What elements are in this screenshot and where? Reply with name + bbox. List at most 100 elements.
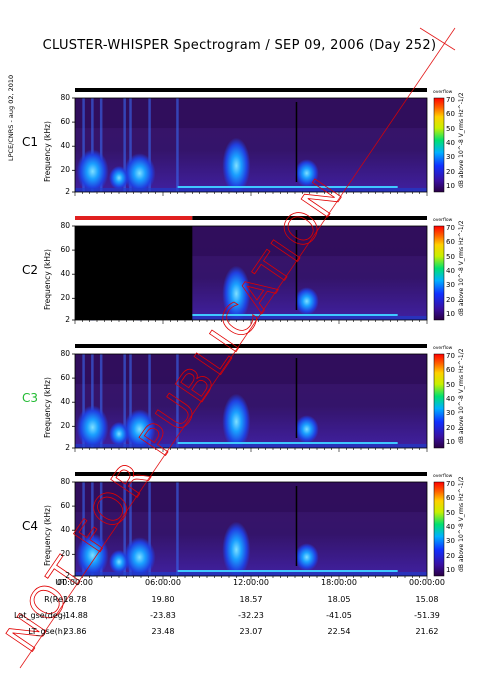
emission-blob (222, 265, 251, 322)
emission-burst (129, 98, 132, 192)
y-axis-label: Frequency (kHz) (43, 505, 52, 566)
panel-c1 (72, 88, 428, 196)
y-tick-label: 40 (60, 269, 70, 279)
ephemeris-value: 18:00:00 (321, 578, 357, 587)
emission-blob (109, 549, 129, 574)
data-gap-line (295, 230, 298, 310)
colorbar-tick-label: 20 (446, 423, 455, 432)
low-band (75, 444, 427, 448)
colorbar-scale (433, 97, 445, 193)
colorbar-unit-label: dB above 10^-8 V_rms Hz^-1/2 (458, 92, 465, 188)
emission-blob (109, 421, 129, 446)
colorbar-scale (433, 353, 445, 449)
y-tick-label: 60 (60, 501, 70, 511)
ephemeris-value: 23.07 (239, 627, 263, 636)
ephemeris-row-label: LT_gse(h) (28, 627, 66, 636)
colorbar-scale (433, 225, 445, 321)
data-gap-line (295, 486, 298, 566)
emission-blob (294, 415, 319, 444)
satellite-label: C4 (22, 519, 39, 533)
colorbar-tick-label: 70 (446, 224, 455, 232)
emission-burst (176, 354, 179, 448)
colorbar-tick-label: 10 (446, 438, 455, 446)
emission-blob (76, 405, 109, 450)
status-bar-segment (75, 344, 427, 348)
colorbar-top-label: overflow (433, 90, 453, 95)
ephemeris-value: 00:00:00 (409, 578, 445, 587)
colorbar-tick-label: 60 (446, 110, 455, 119)
emission-burst (82, 354, 85, 448)
ephemeris-value: 18.57 (239, 595, 263, 604)
y-axis-label: Frequency (kHz) (43, 377, 52, 438)
colorbar-tick-label: 10 (446, 182, 455, 190)
colorbar-tick-label: 30 (446, 153, 455, 162)
colorbar-tick-label: 70 (446, 480, 455, 488)
colorbar-tick-label: 20 (446, 551, 455, 560)
emission-blob (294, 159, 319, 188)
colorbar (433, 353, 445, 449)
low-band (75, 572, 427, 576)
colorbar-top-label: overflow (433, 218, 453, 223)
emission-burst (123, 354, 126, 448)
y-tick-label: 40 (60, 397, 70, 407)
colorbar-tick-label: 40 (446, 267, 455, 275)
plasma-line (177, 442, 398, 444)
status-bar-segment (75, 88, 427, 92)
y-axis-label: Frequency (kHz) (43, 121, 52, 182)
y-tick-label: 2 (65, 187, 70, 196)
emission-burst (129, 482, 132, 576)
colorbar (433, 481, 445, 577)
colorbar-tick-label: 50 (446, 124, 455, 133)
emission-burst (99, 354, 103, 448)
colorbar-tick-label: 20 (446, 295, 455, 304)
upper-band (75, 354, 427, 385)
y-tick-label: 2 (65, 443, 70, 452)
y-tick-label: 40 (60, 525, 70, 535)
emission-burst (99, 482, 103, 576)
emission-blob (123, 409, 156, 450)
colorbar-tick-label: 70 (446, 352, 455, 360)
emission-blob (76, 149, 109, 194)
ephemeris-value: -23.83 (150, 611, 176, 620)
ephemeris-value: -41.05 (326, 611, 352, 620)
ephemeris-value: 23.86 (63, 627, 87, 636)
colorbar-tick-label: 40 (446, 523, 455, 531)
colorbar-tick-label: 30 (446, 409, 455, 418)
ephemeris-value: 15.08 (415, 595, 439, 604)
panel-c2 (72, 216, 428, 324)
colorbar-tick-label: 40 (446, 395, 455, 403)
emission-burst (148, 354, 151, 448)
y-tick-label: 40 (60, 141, 70, 151)
colorbar-unit-label: dB above 10^-8 V_rms Hz^-1/2 (458, 476, 465, 572)
ephemeris-value: -51.39 (414, 611, 440, 620)
ephemeris-value: 12:00:00 (233, 578, 269, 587)
colorbar-tick-label: 30 (446, 537, 455, 546)
plasma-line (177, 314, 398, 316)
ephemeris-value: 22.54 (327, 627, 351, 636)
colorbar-tick-label: 60 (446, 366, 455, 375)
colorbar-tick-label: 60 (446, 494, 455, 503)
colorbar (433, 225, 445, 321)
emission-burst (91, 354, 94, 448)
emission-burst (148, 482, 151, 576)
plasma-line (177, 186, 398, 188)
status-bar-segment (75, 216, 193, 220)
ephemeris-value: 23.48 (151, 627, 175, 636)
ephemeris-row-label: Lat_gse(deg) (14, 611, 66, 620)
colorbar (433, 97, 445, 193)
y-tick-label: 20 (60, 293, 70, 303)
y-axis-label: Frequency (kHz) (43, 249, 52, 310)
colorbar-scale (433, 481, 445, 577)
emission-burst (176, 98, 179, 192)
colorbar-tick-label: 50 (446, 508, 455, 517)
panel-c3 (72, 344, 428, 452)
colorbar-unit-label: dB above 10^-8 V_rms Hz^-1/2 (458, 348, 465, 444)
emission-burst (99, 98, 103, 192)
ephemeris-value: 19.80 (151, 595, 175, 604)
satellite-label: C1 (22, 135, 39, 149)
ephemeris-value: 18.78 (63, 595, 87, 604)
upper-band (75, 98, 427, 129)
ephemeris-value: 21.62 (415, 627, 439, 636)
